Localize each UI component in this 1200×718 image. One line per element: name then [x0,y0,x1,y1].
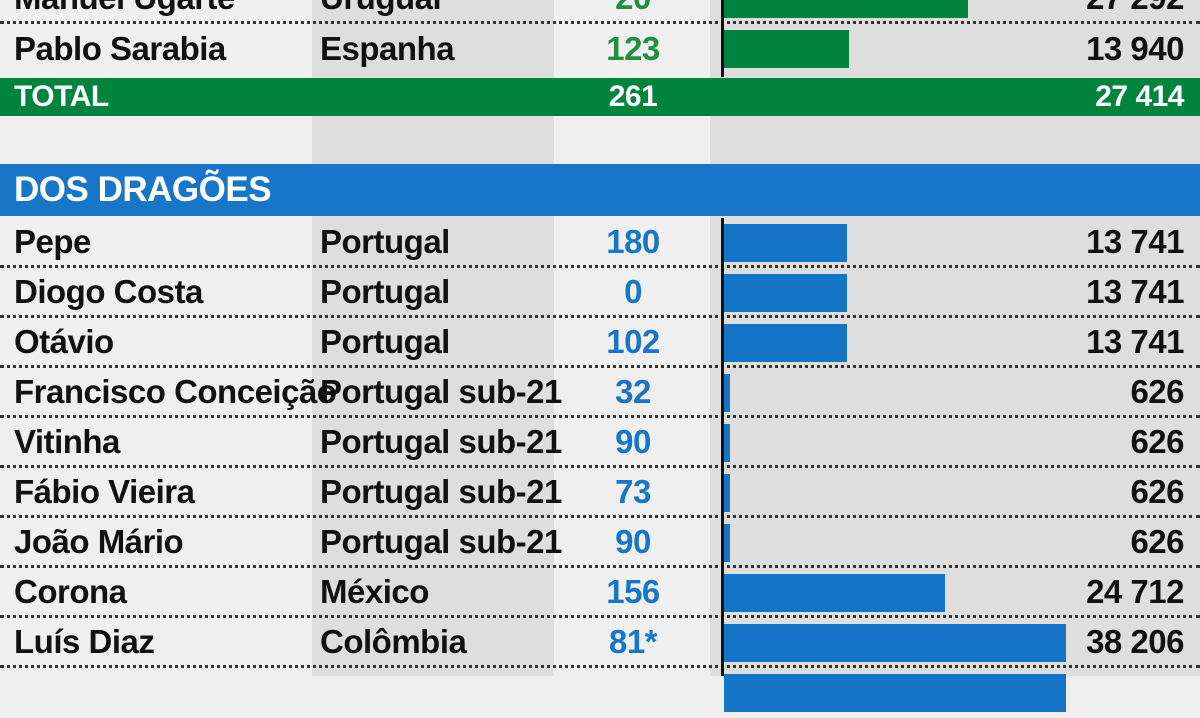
player-country: Uruguai [320,0,442,21]
chart-axis [721,0,724,77]
player-name: Vitinha [14,422,120,460]
player-country: Portugal sub-21 [320,522,562,560]
player-name: Pepe [14,222,91,260]
value-label: 13 741 [1086,322,1184,360]
chart-bar [724,374,730,412]
player-name: Fábio Vieira [14,472,195,510]
chart-bar [724,524,730,562]
player-name: João Mário [14,522,184,560]
player-country: Espanha [320,30,455,67]
table-row: Pablo Sarabia Espanha 123 13 940 [0,24,1200,74]
player-country: Portugal [320,222,450,260]
games-count: 90 [615,522,651,560]
player-country: Portugal sub-21 [320,422,562,460]
games-count: 102 [606,322,660,360]
player-country: Portugal [320,322,450,360]
games-count: 81* [608,622,658,660]
table-row: Fábio Vieira Portugal sub-21 73 626 [0,468,1200,518]
chart-bar [724,424,730,462]
games-count: 90 [615,422,651,460]
player-country: México [320,572,429,610]
table-row: Pepe Portugal 180 13 741 [0,218,1200,268]
table-row: Francisco Conceição Portugal sub-21 32 626 [0,368,1200,418]
player-name: Luís Diaz [14,622,155,660]
player-country: Portugal sub-21 [320,472,562,510]
total-row: TOTAL 261 27 414 [0,78,1200,116]
table-row: Luís Diaz Colômbia 81* 38 206 [0,618,1200,668]
player-name: Pablo Sarabia [14,30,226,67]
value-label: 38 206 [1086,622,1184,660]
section-title: DOS DRAGÕES [14,170,272,209]
value-label: 13 741 [1086,222,1184,260]
value-label: 13 940 [1086,30,1184,67]
player-country: Portugal [320,272,450,310]
table-row: Corona México 156 24 712 [0,568,1200,618]
value-label: 626 [1130,372,1184,410]
chart-bar [724,274,847,312]
total-games: 261 [608,80,658,113]
games-count: 156 [606,572,660,610]
player-name: Francisco Conceição [14,372,337,410]
chart-bar [724,30,849,68]
player-country: Portugal sub-21 [320,372,562,410]
player-name: Manuel Ugarte [14,0,235,21]
player-name: Corona [14,572,127,610]
player-name: Otávio [14,322,114,360]
chart-bar [724,324,847,362]
value-label: 27 292 [1086,0,1184,21]
value-label: 626 [1130,422,1184,460]
games-count: 32 [615,372,651,410]
chart-axis [721,218,724,676]
value-label: 24 712 [1086,572,1184,610]
chart-bar [724,674,1066,712]
table-row: Manuel Ugarte Uruguai 20 27 292 [0,0,1200,24]
chart-bar [724,474,730,512]
total-value: 27 414 [1095,80,1184,113]
player-country: Colômbia [320,622,467,660]
games-count: 180 [606,222,660,260]
games-count: 73 [615,472,651,510]
chart-bar [724,624,1066,662]
chart-bar [724,224,847,262]
games-count: 20 [556,0,710,21]
chart-bar [724,0,968,18]
total-label: TOTAL [14,80,109,113]
table-row: Diogo Costa Portugal 0 13 741 [0,268,1200,318]
player-name: Diogo Costa [14,272,203,310]
table-row: Vitinha Portugal sub-21 90 626 [0,418,1200,468]
table-row: Otávio Portugal 102 13 741 [0,318,1200,368]
value-label: 13 741 [1086,272,1184,310]
value-label: 626 [1130,522,1184,560]
games-count: 0 [624,272,642,310]
games-count: 123 [606,30,660,67]
section-header: DOS DRAGÕES [0,164,1200,216]
chart-bar [724,574,945,612]
value-label: 626 [1130,472,1184,510]
table-row: João Mário Portugal sub-21 90 626 [0,518,1200,568]
